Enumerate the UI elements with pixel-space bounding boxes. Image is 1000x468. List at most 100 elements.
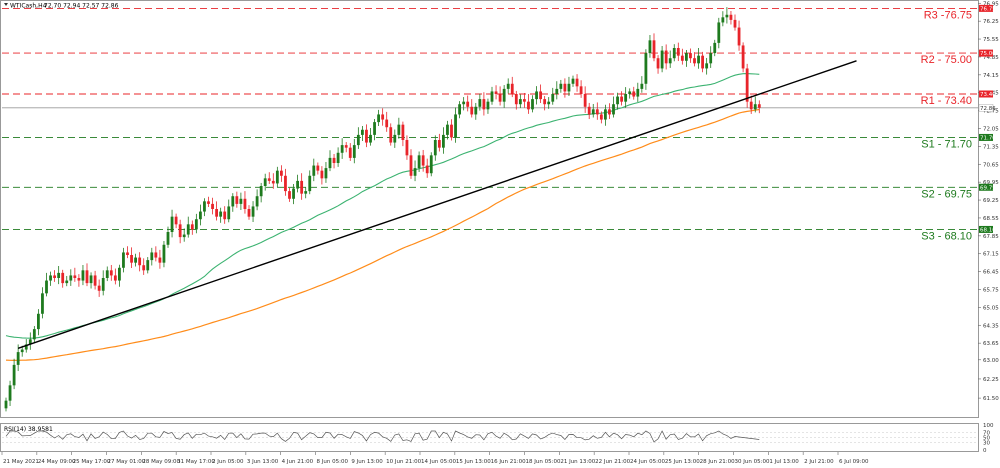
- candle-body: [81, 270, 85, 281]
- candle-body: [32, 329, 36, 340]
- candle-body: [332, 157, 336, 163]
- candle-body: [77, 278, 81, 281]
- candle-body: [361, 129, 364, 135]
- level-price-tag: [979, 4, 993, 12]
- candle-body: [563, 83, 567, 92]
- candle-body: [433, 140, 437, 156]
- candle-body: [16, 352, 20, 365]
- candle-body: [458, 104, 461, 115]
- candle-body: [753, 104, 757, 110]
- candle-body: [113, 275, 117, 281]
- price-tick-label: 67.15: [983, 252, 999, 258]
- candle-body: [405, 140, 409, 156]
- candle-body: [693, 58, 696, 64]
- candle-body: [93, 275, 97, 286]
- candle-body: [340, 145, 344, 153]
- candle-body: [676, 48, 680, 56]
- candle-body: [741, 45, 745, 69]
- candle-body: [559, 83, 563, 89]
- uptrend-line: [17, 60, 857, 349]
- rsi-label: RSI(14) 38.9581: [4, 426, 53, 433]
- date-tick-label: 21 May 2021: [3, 459, 39, 465]
- candle-body: [454, 114, 457, 138]
- candle-body: [231, 196, 235, 207]
- candle-body: [235, 196, 239, 204]
- candle-body: [595, 109, 599, 115]
- rsi-tick-label: 70: [983, 431, 990, 437]
- candle-body: [401, 124, 405, 140]
- candle-body: [539, 91, 542, 100]
- candle-body: [158, 257, 162, 263]
- candle-body: [130, 255, 133, 263]
- candle-body: [745, 68, 749, 102]
- candle-body: [555, 88, 559, 94]
- candle-body: [49, 275, 52, 281]
- chart-header: WTICash,H4 72.70 72.94 72.57 72.86: [4, 3, 119, 10]
- moving-averages: [5, 73, 760, 362]
- price-tick-label: 69.25: [983, 198, 999, 204]
- candle-body: [551, 94, 555, 102]
- candle-body: [583, 94, 587, 107]
- candle-body: [328, 157, 332, 169]
- candle-body: [624, 94, 628, 102]
- level-price-tag: [979, 133, 993, 141]
- price-tick-label: 69.95: [983, 180, 999, 186]
- rsi-tick-label: 100: [983, 423, 994, 429]
- date-tick-label: 18 Jun 05:00: [526, 459, 561, 465]
- candle-body: [486, 101, 490, 110]
- main-pane-frame: [0, 0, 979, 418]
- candle-body: [312, 165, 316, 176]
- date-tick-label: 28 May 09:00: [142, 459, 180, 465]
- date-tick-label: 9 Jun 13:00: [351, 459, 383, 465]
- date-tick-label: 22 Jun 21:00: [595, 459, 630, 465]
- date-tick-label: 10 Jun 21:00: [386, 459, 421, 465]
- candle-body: [604, 109, 607, 120]
- level-label: R3 -76.75: [924, 9, 972, 21]
- candle-body: [543, 99, 547, 105]
- candle-body: [223, 211, 227, 220]
- candle-body: [138, 257, 142, 266]
- price-tick-label: 72.75: [983, 109, 999, 115]
- price-tick-label: 68.55: [983, 216, 999, 222]
- candle-body: [450, 124, 453, 138]
- rsi-pane-frame: [0, 423, 979, 452]
- candle-body: [446, 124, 449, 135]
- level-price-tag: [979, 90, 993, 98]
- date-tick-label: 28 Jun 21:00: [700, 459, 735, 465]
- candle-body: [725, 14, 729, 18]
- candle-body: [668, 58, 672, 64]
- candle-body: [466, 101, 470, 107]
- date-tick-label: 2 Jul 21:00: [804, 459, 834, 465]
- candle-body: [462, 101, 466, 105]
- candle-body: [527, 101, 530, 110]
- price-tick-label: 75.55: [983, 37, 999, 43]
- date-tick-label: 30 Jun 05:00: [735, 459, 770, 465]
- date-tick-label: 6 Jul 09:00: [839, 459, 869, 465]
- candle-body: [547, 101, 551, 105]
- candle-body: [8, 385, 12, 401]
- level-price-tag: [979, 183, 993, 191]
- date-tick-label: 8 Jun 05:00: [317, 459, 349, 465]
- candle-body: [263, 178, 267, 186]
- candle-body: [713, 42, 717, 54]
- price-tick-label: 64.35: [983, 323, 999, 329]
- candle-body: [89, 275, 93, 284]
- price-tick-label: 63.00: [983, 358, 999, 364]
- candle-body: [105, 270, 109, 278]
- candle-body: [389, 127, 393, 143]
- level-label: R2 - 75.00: [921, 54, 972, 66]
- candle-body: [482, 99, 486, 110]
- candle-body: [316, 165, 320, 171]
- candle-body: [284, 175, 287, 192]
- candle-body: [352, 145, 356, 158]
- candle-body: [490, 91, 494, 102]
- candle-body: [664, 50, 668, 64]
- price-tick-label: 74.15: [983, 73, 999, 79]
- candle-body: [126, 252, 129, 255]
- candle-body: [288, 191, 291, 199]
- level-price-tag: [979, 49, 993, 57]
- level-price-tag-label: 68.10: [980, 227, 996, 233]
- candle-body: [150, 252, 154, 261]
